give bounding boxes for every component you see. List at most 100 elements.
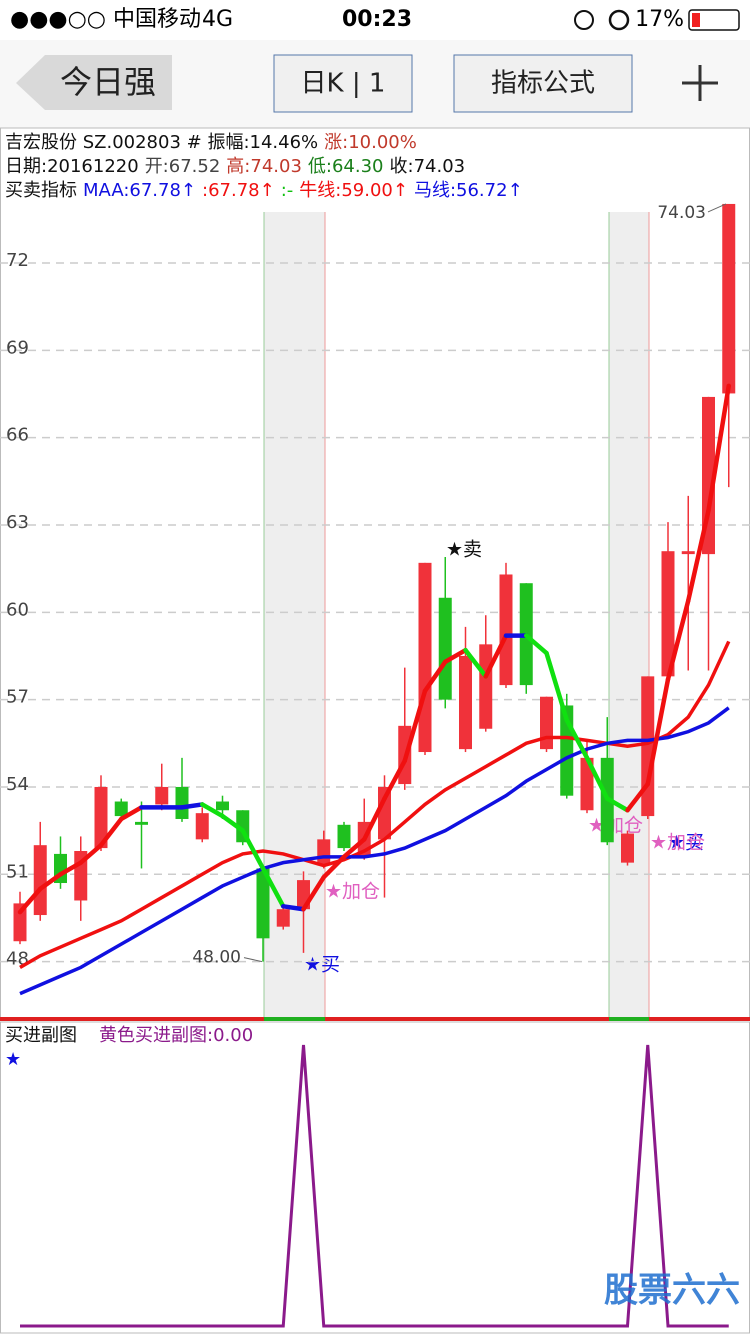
lock-icon — [574, 10, 594, 30]
candle-body — [337, 824, 351, 849]
header-item: 马线:56.72↑ — [414, 180, 523, 201]
indicator-line — [19, 706, 730, 996]
maa-segment — [483, 633, 509, 679]
candle-body — [114, 801, 128, 817]
maa-segment — [301, 874, 326, 912]
candle-body — [661, 551, 675, 677]
maa-segment — [665, 598, 691, 682]
header-item: 低:64.30 — [308, 156, 384, 177]
y-tick-label: 60 — [6, 599, 29, 620]
sub-line — [20, 1044, 729, 1328]
maa-segment — [200, 802, 225, 819]
formula-label[interactable]: 指标公式 — [491, 69, 595, 99]
signal-annotation: ★加仓 — [650, 832, 705, 854]
candle-body — [540, 696, 553, 750]
maa-segment — [58, 860, 83, 877]
signal-annotation: ★卖 — [446, 539, 482, 561]
maa-segment — [463, 647, 488, 679]
y-tick-label: 48 — [6, 949, 29, 970]
min-label: 48.00 — [192, 948, 241, 968]
maa-segment — [341, 837, 367, 860]
watermark: 股票六六 — [604, 1271, 740, 1311]
maa-segment — [706, 383, 731, 513]
candle-body — [438, 597, 452, 700]
maa-segment — [524, 633, 549, 656]
y-tick-label: 54 — [6, 774, 29, 795]
candle-body — [256, 868, 270, 939]
header-item: 牛线:59.00↑ — [299, 180, 408, 201]
candle-body — [722, 203, 736, 394]
maa-segment — [220, 813, 245, 833]
header-item: :67.78↑ — [202, 180, 275, 201]
header-item: 涨:10.00% — [324, 132, 417, 153]
maa-segment — [38, 872, 63, 892]
maa-segment — [625, 781, 650, 813]
alarm-icon — [608, 9, 630, 31]
candle-body — [13, 903, 27, 942]
maa-segment — [240, 828, 266, 871]
candle-body — [195, 813, 209, 840]
highlight-band — [609, 212, 649, 1018]
min-pointer — [243, 957, 263, 963]
band-edge — [324, 212, 650, 1018]
candle-body — [175, 786, 189, 819]
signal-annotation: ★加仓 — [325, 881, 380, 903]
maa-segment — [605, 796, 630, 813]
maa-segment — [443, 647, 468, 665]
candle-body — [459, 655, 472, 750]
maa-segment — [119, 805, 144, 822]
header-item: 日期:20161220 — [5, 156, 139, 177]
carrier: ●●●○○ 中国移动 — [10, 7, 201, 32]
maa-segment — [544, 650, 569, 723]
header-line: 买卖指标 MAA:67.78↑ :67.78↑ :- 牛线:59.00↑ 马线:56.72… — [5, 180, 523, 201]
candle-body — [418, 562, 432, 753]
candle-body — [499, 574, 513, 686]
header-item: :- — [281, 180, 294, 201]
maa-segment — [564, 717, 590, 761]
candle-body — [580, 757, 594, 811]
formula-button[interactable] — [453, 54, 633, 113]
y-tick-label: 63 — [6, 512, 29, 533]
candle-body — [216, 801, 229, 811]
maa-segment — [362, 796, 387, 842]
battery-text: 17% — [635, 7, 684, 32]
add-button[interactable] — [682, 65, 718, 101]
maa-segment — [321, 854, 347, 880]
period-label[interactable]: 日K | 1 — [301, 69, 386, 99]
header-item: 开:67.52 — [145, 156, 221, 177]
candle-body — [378, 786, 391, 840]
candle-body — [135, 821, 148, 825]
period-button[interactable] — [273, 54, 413, 113]
y-tick-label: 66 — [6, 425, 29, 446]
candle-body — [276, 909, 290, 927]
maa-segment — [422, 659, 448, 694]
y-tick-label: 72 — [6, 250, 29, 271]
battery-icon — [688, 9, 740, 31]
sub-title: 买进副图 — [5, 1025, 77, 1046]
candle-body — [681, 551, 695, 555]
header-item: MAA:67.78↑ — [83, 180, 196, 201]
back-label[interactable]: 今日强 — [60, 63, 156, 101]
battery-level — [692, 13, 700, 27]
maa-segment — [645, 677, 671, 787]
maa-segment — [78, 842, 104, 865]
maa-segment — [402, 688, 428, 764]
maa-segment — [281, 904, 306, 912]
max-pointer — [707, 203, 727, 213]
header-item: 买卖指标 — [5, 180, 77, 201]
maa-segment — [98, 816, 124, 848]
header-item: 高:74.03 — [226, 156, 302, 177]
back-button[interactable] — [16, 55, 172, 110]
maa-segment — [584, 755, 610, 801]
y-tick-label: 57 — [6, 687, 29, 708]
sub-marker: ★ — [5, 1049, 21, 1070]
maa-segment — [686, 508, 711, 603]
candle-body — [33, 845, 47, 916]
y-tick-label: 69 — [6, 337, 29, 358]
highlight-band — [264, 212, 325, 1018]
header-line: 日期:20161220 开:67.52 高:74.03 低:64.30 收:74.03 — [5, 156, 465, 177]
header-item: 吉宏股份 SZ.002803 # 振幅:14.46% — [5, 132, 318, 153]
signal-annotation: ★买 — [304, 954, 340, 976]
